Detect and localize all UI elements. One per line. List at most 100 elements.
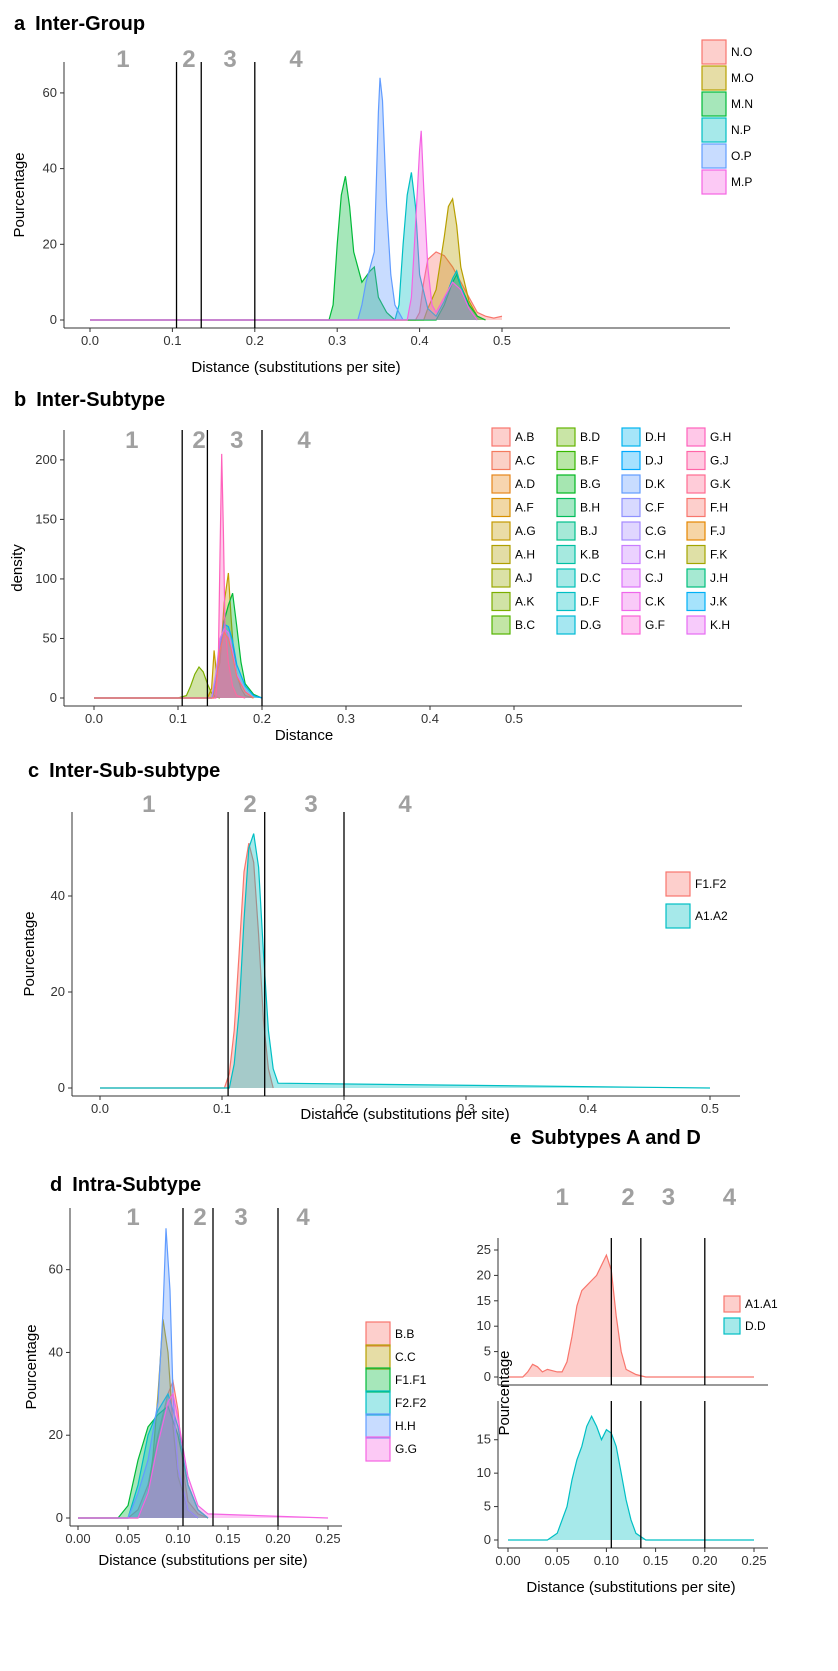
panel-title: c Inter-Sub-subtype xyxy=(28,760,220,782)
legend-swatch xyxy=(491,544,511,565)
legend-swatch xyxy=(556,615,576,635)
legend-swatch xyxy=(556,497,576,518)
zone-label: 1 xyxy=(126,1204,139,1231)
legend-label: C.C xyxy=(395,1350,416,1364)
plot-area: 0 20 40 0.0 0.1 0.2 0.3 0.4 0.5 xyxy=(51,812,740,1116)
y-tick-label: 0 xyxy=(484,1532,491,1547)
x-tick-label: 0.5 xyxy=(493,333,511,348)
series-line-O.P xyxy=(90,77,404,321)
series-area-M.N xyxy=(90,176,486,320)
y-tick-label: 0 xyxy=(56,1510,63,1525)
legend-swatch xyxy=(491,615,511,635)
y-tick-label: 60 xyxy=(49,1262,63,1277)
legend-label: M.O xyxy=(731,71,754,85)
x-axis-label: Distance xyxy=(275,727,333,744)
legend-swatch xyxy=(686,450,706,471)
legend-swatch xyxy=(621,450,641,471)
series-line-N.O xyxy=(90,251,503,321)
legend-swatch xyxy=(621,591,641,612)
series-area-D.D xyxy=(508,1416,754,1540)
panel-title: d Intra-Subtype xyxy=(50,1174,201,1196)
legend-label: D.H xyxy=(645,430,666,444)
y-axis-label: Pourcentage xyxy=(496,1350,513,1435)
legend-label: M.P xyxy=(731,175,752,189)
zone-label: 2 xyxy=(193,1204,206,1231)
zone-label: 4 xyxy=(398,791,412,818)
legend-swatch xyxy=(621,474,641,494)
y-tick-label: 100 xyxy=(35,571,57,586)
legend-label: G.J xyxy=(710,454,729,468)
zone-label: 3 xyxy=(662,1184,675,1211)
y-axis-label: density xyxy=(9,544,26,592)
legend-label: A.G xyxy=(515,524,536,538)
y-tick-label: 150 xyxy=(35,511,57,526)
panel-title-text: Inter-Subtype xyxy=(36,389,165,411)
series-area-H.H xyxy=(78,1228,198,1518)
legend-swatch xyxy=(686,427,706,447)
legend-label: G.K xyxy=(710,477,731,491)
series-area-N.O xyxy=(90,251,502,320)
y-tick-label: 5 xyxy=(484,1344,491,1359)
plot-area: 0 5 10 15 0.00 0.05 0.10 0.15 0.20 0.25 xyxy=(477,1401,768,1568)
legend-label: A1.A2 xyxy=(695,909,728,923)
series-area-G.J xyxy=(94,628,254,698)
panel-title: a Inter-Group xyxy=(14,13,145,35)
y-tick-label: 10 xyxy=(477,1318,491,1333)
legend-swatch xyxy=(686,521,706,541)
y-tick-label: 20 xyxy=(51,984,65,999)
series-line-A1.A2 xyxy=(100,833,711,1089)
x-tick-label: 0.10 xyxy=(594,1553,619,1568)
legend-label: D.D xyxy=(745,1319,766,1333)
legend-label: B.J xyxy=(580,524,597,538)
x-tick-label: 0.0 xyxy=(85,711,103,726)
legend-swatch xyxy=(621,521,641,541)
legend-label: C.F xyxy=(645,501,664,515)
panel-letter: b xyxy=(14,389,26,411)
zone-label: 2 xyxy=(243,791,256,818)
panel-letter: c xyxy=(28,760,39,782)
zone-label: 1 xyxy=(116,46,129,73)
legend-label: F.J xyxy=(710,524,725,538)
legend-swatch xyxy=(621,427,641,447)
x-tick-label: 0.5 xyxy=(505,711,523,726)
legend-swatch xyxy=(701,169,727,195)
panel-title: b Inter-Subtype xyxy=(14,389,165,411)
series-area-B.C xyxy=(94,667,220,698)
legend-swatch xyxy=(491,427,511,447)
legend-swatch xyxy=(365,1436,391,1462)
legend-label: F2.F2 xyxy=(395,1396,427,1410)
plot-area: 0 20 40 60 0.00 0.05 0.10 0.15 0.20 0.25 xyxy=(49,1208,342,1546)
y-tick-label: 40 xyxy=(49,1344,63,1359)
legend-swatch xyxy=(491,497,511,518)
y-tick-label: 25 xyxy=(477,1242,491,1257)
series-area-B.H xyxy=(94,593,262,698)
x-axis-label: Distance (substitutions per site) xyxy=(300,1106,509,1123)
x-tick-label: 0.2 xyxy=(253,711,271,726)
legend-label: A1.A1 xyxy=(745,1297,778,1311)
zone-label: 2 xyxy=(182,46,195,73)
legend-swatch xyxy=(556,544,576,565)
series-line-K.H xyxy=(94,631,254,699)
series-line-A1.A1 xyxy=(508,1253,754,1378)
x-tick-label: 0.3 xyxy=(337,711,355,726)
x-tick-label: 0.20 xyxy=(265,1531,290,1546)
legend-label: D.C xyxy=(580,571,601,585)
series-area-A1.A1 xyxy=(508,1255,754,1377)
legend-swatch xyxy=(686,591,706,612)
legend-label: K.H xyxy=(710,618,730,632)
legend-label: N.P xyxy=(731,123,751,137)
legend-swatch xyxy=(723,1317,741,1335)
series-line-C.F xyxy=(94,623,263,699)
series-area-C.C xyxy=(78,1319,198,1518)
legend-label: D.F xyxy=(580,595,599,609)
legend-swatch xyxy=(621,544,641,565)
legend-label: A.C xyxy=(515,454,535,468)
legend-swatch xyxy=(491,591,511,612)
y-tick-label: 20 xyxy=(49,1427,63,1442)
y-axis-label: Pourcentage xyxy=(23,1324,40,1409)
y-tick-label: 5 xyxy=(484,1499,491,1514)
legend-swatch xyxy=(491,450,511,471)
